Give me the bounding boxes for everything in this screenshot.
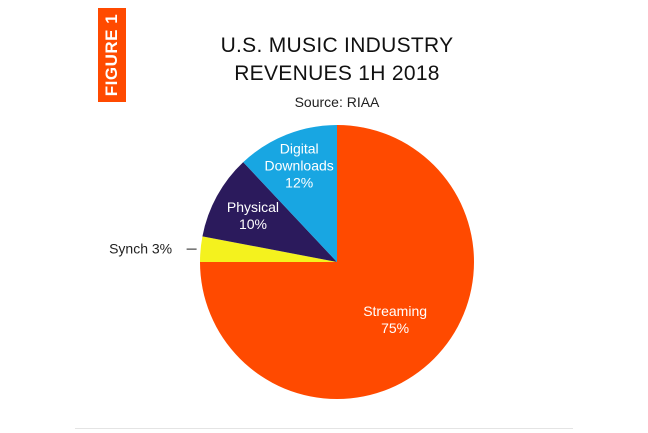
- value-label: 3%: [151, 240, 173, 257]
- chart-title: U.S. MUSIC INDUSTRY: [220, 34, 454, 57]
- category-label: Synch: [109, 240, 148, 257]
- chart-subtitle: Source: RIAA: [294, 94, 380, 110]
- slice-label: Streaming 75%: [356, 303, 434, 337]
- slice-label: Synch 3%: [109, 241, 172, 258]
- slice-label: Physical 10%: [214, 199, 292, 233]
- category-label: Streaming: [363, 303, 428, 320]
- value-label: 12%: [285, 174, 314, 191]
- divider: [75, 428, 573, 429]
- slice-label: Digital Downloads 12%: [260, 141, 338, 192]
- category-label: Digital Downloads: [264, 140, 334, 174]
- value-label: 10%: [238, 215, 267, 232]
- pie-slice: [202, 162, 337, 262]
- category-label: Physical: [226, 198, 280, 215]
- figure-badge: FIGURE 1: [98, 8, 126, 102]
- value-label: 75%: [381, 320, 410, 337]
- chart-title: REVENUES 1H 2018: [234, 62, 440, 85]
- pie-slice: [200, 236, 337, 262]
- pie-slice: [243, 125, 337, 262]
